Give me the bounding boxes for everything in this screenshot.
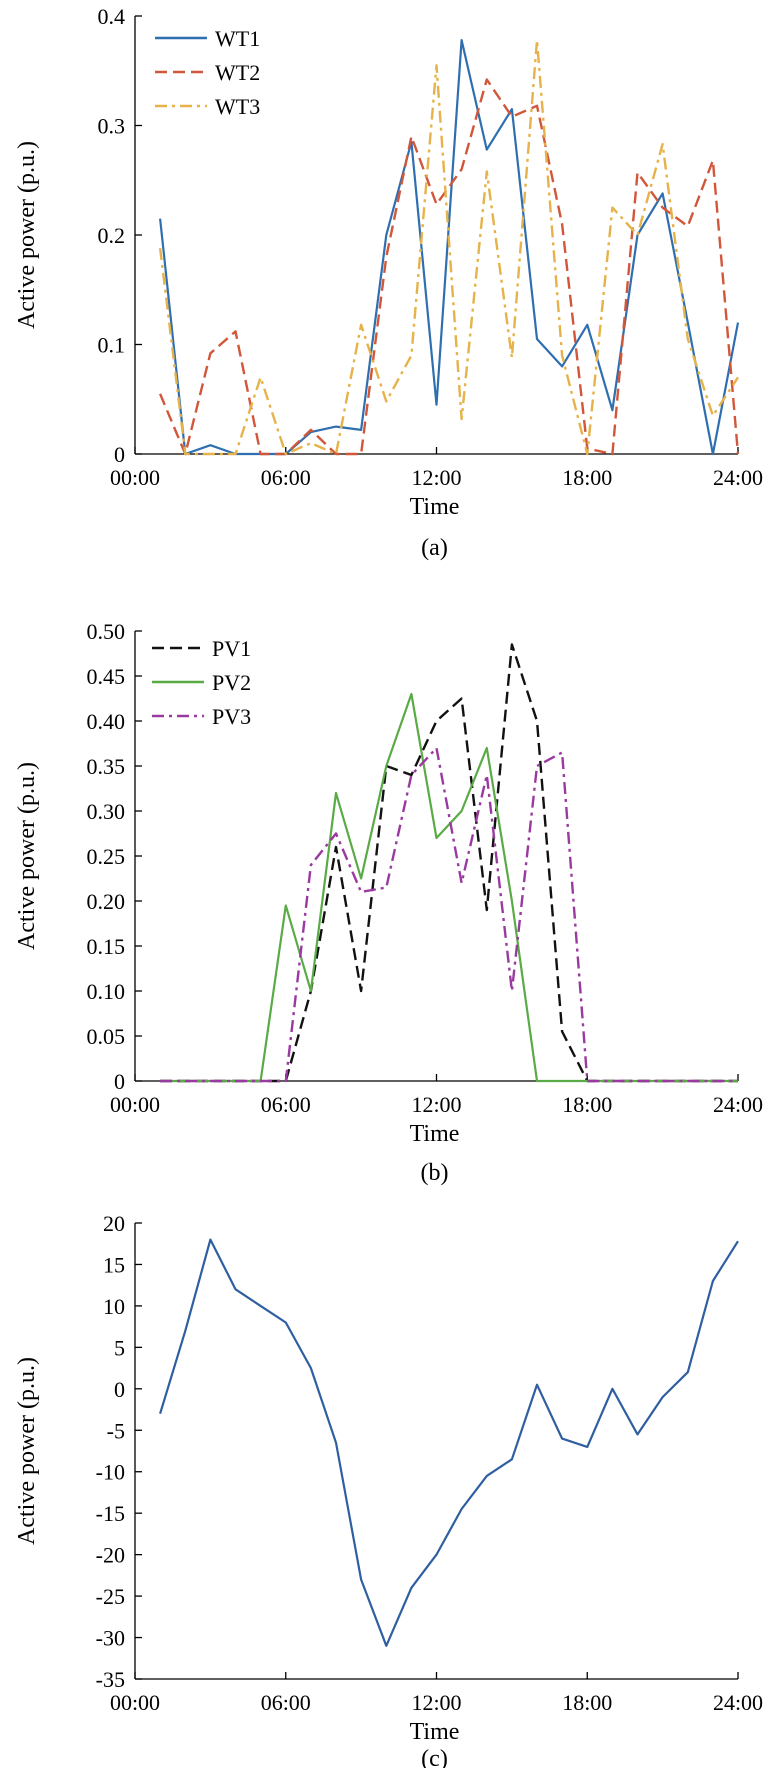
y-tick-label: 0: [114, 1069, 125, 1094]
x-tick-label: 00:00: [110, 1092, 160, 1117]
legend-label: PV1: [212, 636, 251, 661]
x-tick-label: 24:00: [713, 465, 763, 490]
x-tick-label: 06:00: [261, 1092, 311, 1117]
y-tick-label: 0.4: [98, 4, 126, 29]
legend-label: PV2: [212, 670, 251, 695]
x-tick-label: 24:00: [713, 1092, 763, 1117]
y-tick-label: -25: [96, 1584, 125, 1609]
legend: PV1 PV2 PV3: [152, 636, 251, 729]
y-axis-label: Active power (p.u.): [14, 1357, 40, 1545]
chart-panel-1: 0 0.05 0.10 0.15 0.20 0.25 0.30 0.35 0.40 0.45 0.5…: [14, 619, 763, 1186]
y-tick-label: 0.20: [87, 889, 126, 914]
legend: WT1 WT2 WT3: [155, 26, 260, 119]
legend-label: PV3: [212, 704, 251, 729]
y-tick-label: 0.25: [87, 844, 126, 869]
series-line-0: [159, 1238, 739, 1647]
y-tick-label: 15: [103, 1252, 125, 1277]
y-tick-label: -10: [96, 1460, 125, 1485]
y-tick-label: 0.50: [87, 619, 126, 644]
y-tick-label: 10: [103, 1294, 125, 1319]
x-axis-label: Time: [410, 494, 460, 520]
y-tick-label: 5: [114, 1335, 125, 1360]
y-tick-label: 0.2: [98, 223, 126, 248]
x-tick-label: 06:00: [261, 1690, 311, 1715]
y-tick-label: 0.15: [87, 934, 126, 959]
x-tick-label: 18:00: [562, 1690, 612, 1715]
y-tick-label: 0.45: [87, 664, 126, 689]
y-tick-label: 0.35: [87, 754, 126, 779]
x-tick-label: 12:00: [411, 1092, 461, 1117]
y-tick-label: 0.30: [87, 799, 126, 824]
x-tick-label: 18:00: [562, 465, 612, 490]
x-axis-label: Time: [410, 1121, 460, 1147]
legend-label: WT2: [215, 60, 260, 85]
series-line-WT2: [158, 78, 740, 456]
series-line-WT1: [159, 38, 740, 456]
y-tick-label: -30: [96, 1626, 125, 1651]
chart-panel-2: -35 -30 -25 -20 -15 -10 -5 0 5 10 15 20 00:00 06:00 12…: [14, 1211, 763, 1768]
y-tick-label: 0.3: [98, 114, 126, 139]
y-tick-label: 0.40: [87, 709, 126, 734]
x-tick-label: 12:00: [411, 1690, 461, 1715]
y-tick-label: -5: [107, 1418, 125, 1443]
x-axis-label: Time: [410, 1719, 460, 1745]
legend-label: WT1: [215, 26, 260, 51]
x-tick-label: 12:00: [411, 465, 461, 490]
x-tick-label: 18:00: [562, 1092, 612, 1117]
panel-caption: (b): [421, 1160, 449, 1186]
x-tick-label: 00:00: [110, 465, 160, 490]
y-tick-label: 0: [114, 1377, 125, 1402]
panel-caption: (a): [421, 535, 448, 561]
series-line-PV3: [160, 746, 738, 1083]
panel-caption: (c): [421, 1746, 448, 1768]
y-tick-label: -15: [96, 1501, 125, 1526]
chart-panel-0: 0 0.1 0.2 0.3 0.4 00:00 06:00 12:00 18:00 24:00 Ti…: [14, 4, 763, 561]
series-line-WT3: [158, 38, 740, 456]
y-tick-label: -35: [96, 1667, 125, 1692]
y-axis-label: Active power (p.u.): [14, 141, 40, 329]
series-line-PV2: [160, 692, 738, 1083]
x-tick-label: 24:00: [713, 1690, 763, 1715]
y-tick-label: 0.1: [98, 333, 126, 358]
x-tick-label: 06:00: [261, 465, 311, 490]
y-axis-label: Active power (p.u.): [14, 762, 40, 950]
y-tick-label: 0.10: [87, 979, 126, 1004]
y-tick-label: 0.05: [87, 1024, 126, 1049]
y-tick-label: 0: [114, 442, 125, 467]
x-tick-label: 00:00: [110, 1690, 160, 1715]
y-tick-label: 20: [103, 1211, 125, 1236]
legend-label: WT3: [215, 94, 260, 119]
y-tick-label: -20: [96, 1543, 125, 1568]
